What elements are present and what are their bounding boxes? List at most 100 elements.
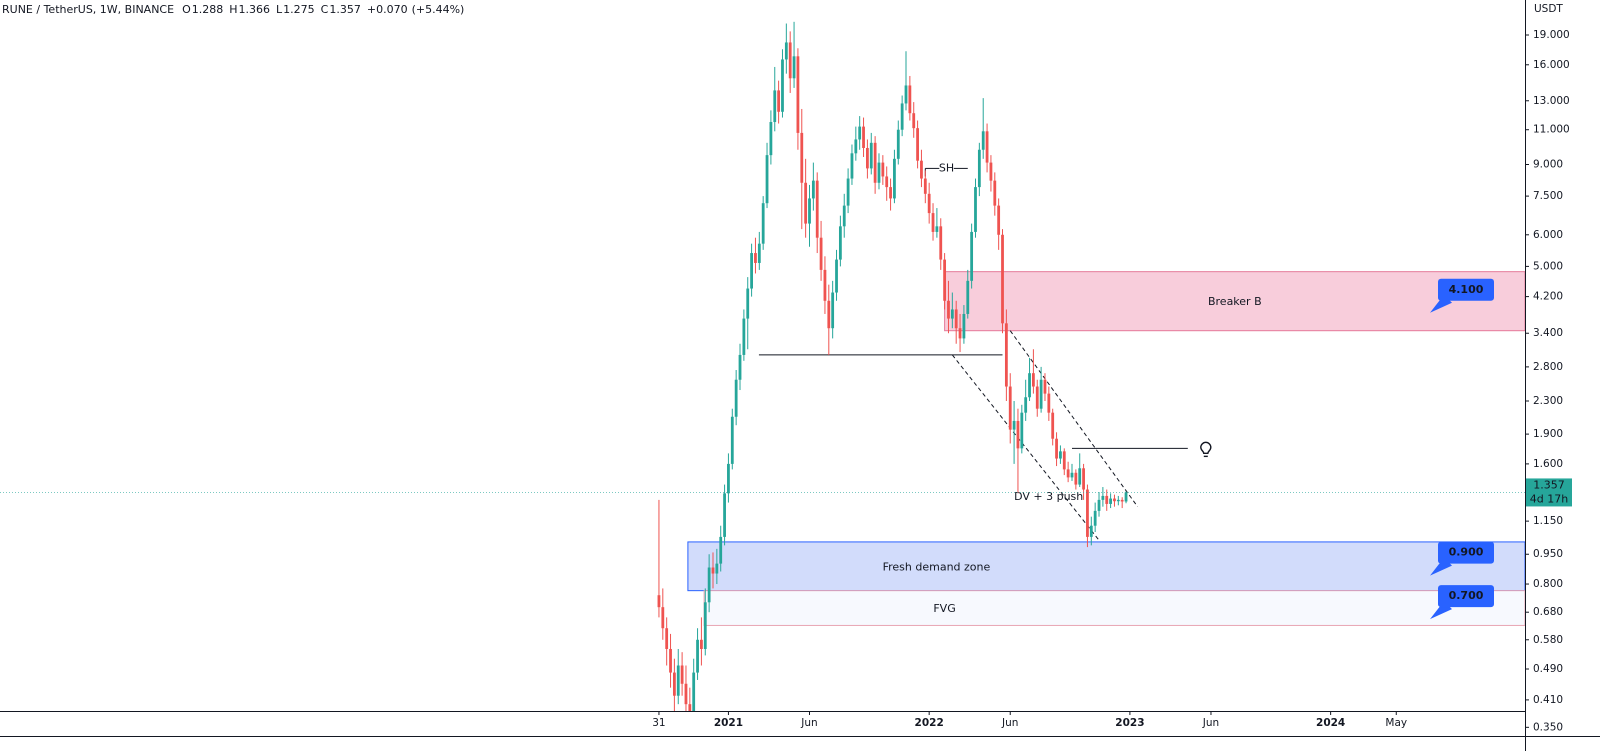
candle-body bbox=[1086, 489, 1089, 537]
channel-line bbox=[1009, 330, 1139, 507]
candle-body bbox=[680, 665, 684, 684]
candle-body bbox=[1070, 472, 1074, 478]
candle-body bbox=[730, 416, 734, 464]
change-pct: (+5.44%) bbox=[412, 3, 465, 16]
candle-body bbox=[935, 226, 939, 232]
price-tag-label: 1.357 bbox=[1533, 478, 1565, 491]
candle-body bbox=[1001, 234, 1004, 324]
candle-body bbox=[997, 205, 1001, 235]
callout-label: 0.900 bbox=[1449, 546, 1484, 559]
candle-body bbox=[1024, 397, 1028, 413]
candle-body bbox=[800, 132, 804, 183]
candle-body bbox=[1047, 393, 1051, 413]
y-tick-label: 0.410 bbox=[1533, 694, 1563, 706]
candle-body bbox=[889, 187, 892, 199]
callout-box bbox=[1438, 541, 1494, 564]
candle-body bbox=[1097, 499, 1101, 511]
candle-body bbox=[1020, 412, 1024, 449]
candle-body bbox=[1074, 472, 1078, 485]
candle-body bbox=[1120, 499, 1124, 502]
candle-body bbox=[838, 226, 842, 260]
candle-body bbox=[715, 563, 719, 574]
candle-body bbox=[896, 129, 900, 159]
candle-body bbox=[777, 90, 781, 112]
ohlc-key: L bbox=[276, 3, 283, 16]
candle-body bbox=[665, 628, 669, 649]
candle-body bbox=[873, 142, 877, 183]
candle-body bbox=[711, 567, 715, 574]
candle-body bbox=[773, 90, 777, 123]
x-tick-label: 2021 bbox=[714, 717, 743, 729]
candle-body bbox=[1051, 412, 1055, 439]
candle-body bbox=[819, 237, 823, 270]
y-tick-label: 0.350 bbox=[1533, 721, 1563, 733]
candle-body bbox=[684, 683, 688, 705]
ohlc-key: C bbox=[321, 3, 329, 16]
candle-body bbox=[784, 42, 788, 60]
y-tick-label: 1.900 bbox=[1533, 428, 1563, 440]
candle-body bbox=[1109, 498, 1112, 504]
candle-body bbox=[850, 153, 854, 179]
price-tag bbox=[1526, 478, 1572, 507]
y-tick-label: 16.000 bbox=[1533, 59, 1570, 71]
candle-body bbox=[927, 193, 931, 214]
candle-body bbox=[781, 59, 784, 112]
candle-body bbox=[900, 103, 904, 130]
zone-label: FVG bbox=[933, 602, 955, 615]
candle-body bbox=[688, 704, 692, 711]
candle-body bbox=[1101, 495, 1105, 500]
candle-body bbox=[811, 180, 815, 199]
candle-body bbox=[885, 176, 889, 188]
y-tick-label: 0.490 bbox=[1533, 663, 1563, 675]
candle-body bbox=[1039, 379, 1043, 409]
candle-body bbox=[858, 126, 862, 140]
candle-body bbox=[912, 113, 916, 129]
candle-body bbox=[788, 42, 792, 79]
candle-body bbox=[1093, 510, 1097, 526]
y-tick-label: 0.800 bbox=[1533, 578, 1563, 590]
candle-body bbox=[904, 85, 908, 104]
note: DV + 3 push bbox=[1014, 490, 1083, 503]
ohlc-value: 1.288 bbox=[192, 3, 224, 16]
candle-body bbox=[908, 85, 912, 114]
candle-body bbox=[862, 126, 865, 148]
candle-body bbox=[1016, 420, 1020, 449]
candle-body bbox=[842, 205, 846, 227]
candle-body bbox=[796, 56, 800, 133]
y-tick-label: 2.800 bbox=[1533, 361, 1563, 373]
ohlc-value: 1.275 bbox=[283, 3, 315, 16]
candle-body bbox=[707, 567, 711, 603]
candle-body bbox=[676, 665, 680, 696]
candle-body bbox=[831, 292, 835, 329]
y-tick-label: 19.000 bbox=[1533, 29, 1570, 41]
candle-body bbox=[931, 213, 935, 232]
candle-body bbox=[869, 142, 873, 169]
candle-body bbox=[719, 536, 723, 564]
zone bbox=[944, 271, 1525, 332]
candle-body bbox=[881, 162, 885, 177]
ohlc-key: O bbox=[182, 3, 191, 16]
candle-body bbox=[846, 178, 850, 206]
candle-body bbox=[962, 313, 966, 339]
candle-body bbox=[765, 155, 769, 204]
candle-body bbox=[657, 595, 661, 608]
countdown-label: 4d 17h bbox=[1530, 492, 1568, 505]
candle-body bbox=[893, 158, 896, 199]
x-tick-label: 2023 bbox=[1115, 717, 1144, 729]
candle-body bbox=[750, 253, 753, 289]
candle-body bbox=[1082, 468, 1085, 490]
x-tick-label: May bbox=[1385, 717, 1407, 729]
zone-label: Fresh demand zone bbox=[883, 560, 991, 573]
sh-label: SH bbox=[939, 161, 954, 174]
candle-body bbox=[1043, 379, 1047, 394]
ohlc-value: 1.357 bbox=[329, 3, 361, 16]
candle-body bbox=[723, 493, 726, 537]
zone bbox=[703, 590, 1525, 626]
candle-body bbox=[696, 639, 699, 673]
candle-body bbox=[738, 354, 742, 380]
y-tick-label: 0.580 bbox=[1533, 634, 1563, 646]
callout-label: 0.700 bbox=[1449, 589, 1484, 602]
x-tick-label: 2022 bbox=[915, 717, 944, 729]
